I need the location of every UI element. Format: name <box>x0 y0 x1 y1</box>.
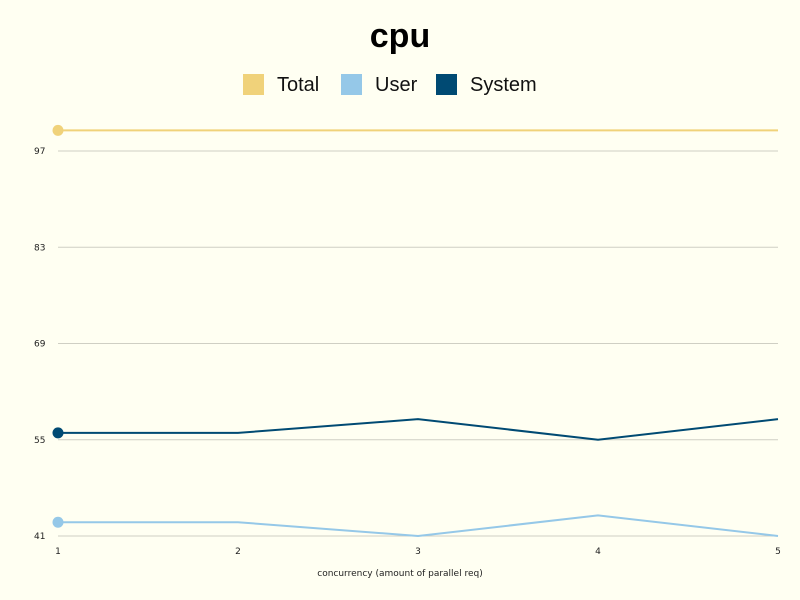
legend-label-total: Total <box>277 74 319 96</box>
x-tick-label: 1 <box>55 547 61 557</box>
x-tick-label: 3 <box>415 547 421 557</box>
legend-swatch-user <box>341 74 362 95</box>
y-tick-label: 41 <box>34 532 45 542</box>
x-tick-label: 4 <box>595 547 601 557</box>
x-tick-labels: 1 2 3 4 5 <box>55 547 781 557</box>
series-line-system <box>58 418 779 441</box>
x-tick-label: 2 <box>235 547 241 557</box>
series-line-user <box>58 514 779 538</box>
series-lines <box>52 124 779 538</box>
y-tick-labels: 41 55 69 83 97 <box>34 147 46 542</box>
series-marker-total <box>52 124 64 136</box>
chart-title: cpu <box>370 17 430 55</box>
y-tick-label: 97 <box>34 147 45 157</box>
legend-swatch-system <box>436 74 457 95</box>
y-tick-label: 83 <box>34 243 45 253</box>
grid <box>58 150 778 537</box>
x-tick-label: 5 <box>775 547 781 557</box>
legend-label-user: User <box>375 74 418 96</box>
x-axis-label: concurrency (amount of parallel req) <box>317 569 482 579</box>
legend: Total User System <box>243 74 537 96</box>
series-marker-system <box>52 427 64 439</box>
y-tick-label: 55 <box>34 436 45 446</box>
y-tick-label: 69 <box>34 340 46 350</box>
legend-label-system: System <box>470 74 537 96</box>
series-marker-user <box>52 516 64 528</box>
legend-swatch-total <box>243 74 264 95</box>
